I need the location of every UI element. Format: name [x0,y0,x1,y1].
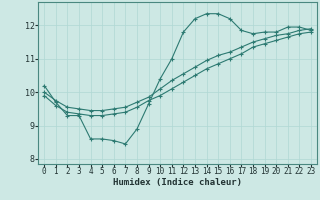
X-axis label: Humidex (Indice chaleur): Humidex (Indice chaleur) [113,178,242,187]
